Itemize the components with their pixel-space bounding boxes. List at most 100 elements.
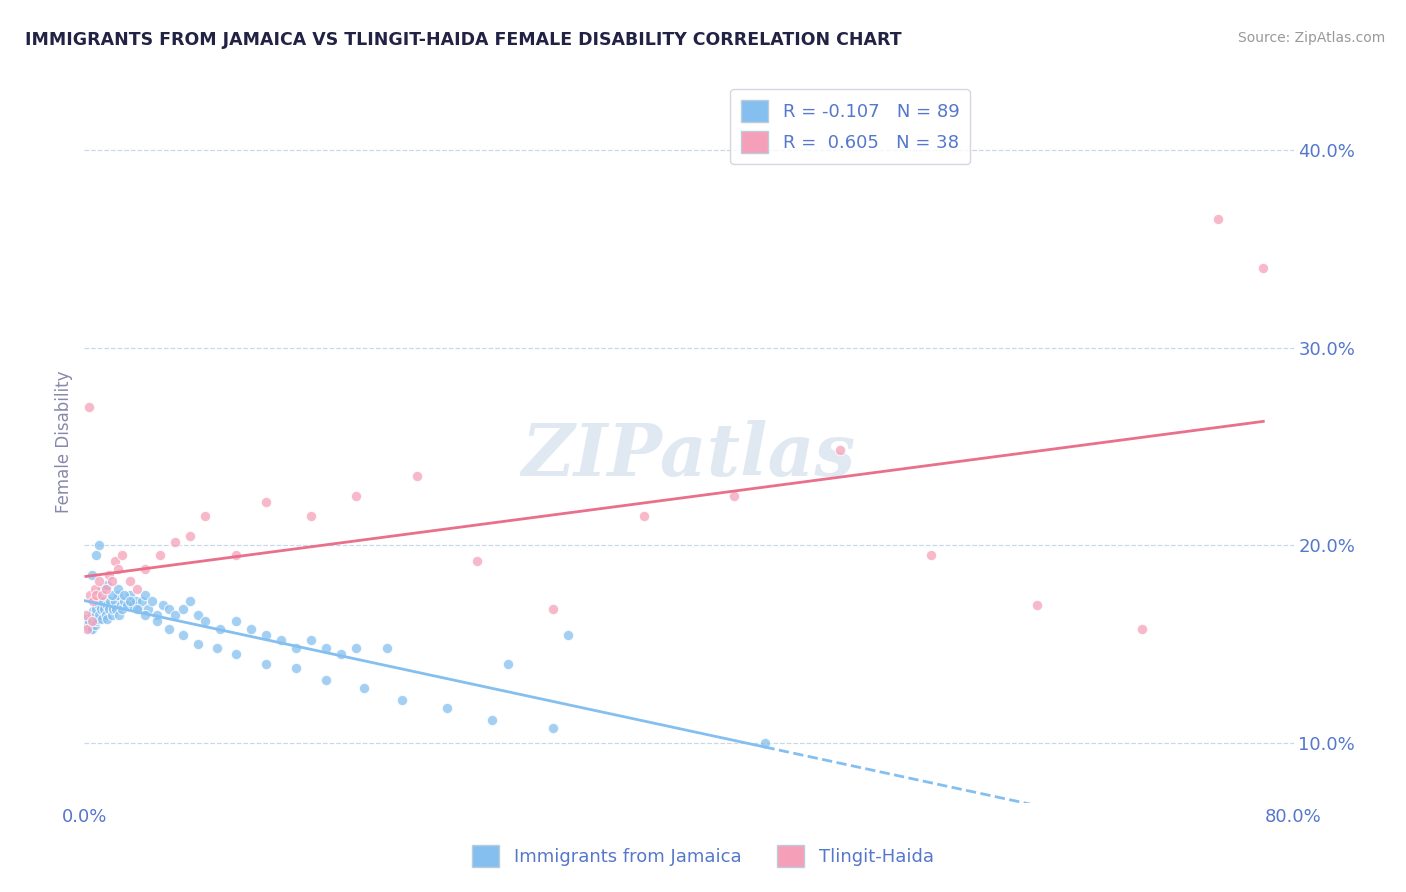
Point bbox=[75, 612, 97, 626]
Point bbox=[86, 614, 108, 628]
Point bbox=[108, 607, 131, 622]
Point bbox=[541, 602, 564, 616]
Point bbox=[82, 614, 104, 628]
Point bbox=[89, 574, 111, 588]
Point bbox=[225, 648, 247, 662]
Point bbox=[146, 607, 169, 622]
Point bbox=[115, 598, 138, 612]
Point bbox=[98, 594, 121, 608]
Point bbox=[299, 508, 322, 523]
Point bbox=[127, 602, 149, 616]
Point bbox=[91, 594, 114, 608]
Point bbox=[89, 607, 111, 622]
Point bbox=[80, 622, 103, 636]
Point bbox=[112, 594, 135, 608]
Point bbox=[723, 489, 745, 503]
Point bbox=[165, 534, 187, 549]
Point bbox=[754, 736, 776, 750]
Point bbox=[77, 400, 100, 414]
Point bbox=[110, 598, 132, 612]
Point bbox=[127, 582, 149, 596]
Point bbox=[187, 607, 209, 622]
Point bbox=[104, 554, 127, 568]
Point bbox=[330, 648, 353, 662]
Point bbox=[75, 607, 97, 622]
Point bbox=[830, 443, 852, 458]
Point bbox=[152, 598, 174, 612]
Point bbox=[194, 614, 217, 628]
Point bbox=[96, 578, 118, 592]
Point bbox=[118, 588, 141, 602]
Point bbox=[76, 622, 98, 636]
Point bbox=[225, 614, 247, 628]
Point bbox=[80, 614, 103, 628]
Point bbox=[96, 612, 118, 626]
Point bbox=[100, 588, 122, 602]
Point bbox=[157, 602, 180, 616]
Point bbox=[285, 641, 308, 656]
Point bbox=[134, 607, 156, 622]
Point bbox=[100, 607, 122, 622]
Point bbox=[131, 594, 153, 608]
Point bbox=[77, 614, 100, 628]
Point bbox=[86, 588, 108, 602]
Point bbox=[91, 582, 114, 596]
Point bbox=[1206, 211, 1229, 226]
Point bbox=[107, 588, 129, 602]
Point bbox=[1130, 622, 1153, 636]
Point bbox=[91, 588, 114, 602]
Point bbox=[82, 604, 104, 618]
Point bbox=[80, 607, 103, 622]
Point bbox=[94, 607, 117, 622]
Point bbox=[97, 602, 120, 616]
Point bbox=[285, 661, 308, 675]
Point bbox=[346, 489, 368, 503]
Point bbox=[172, 602, 194, 616]
Point bbox=[179, 528, 201, 542]
Point bbox=[125, 594, 148, 608]
Point bbox=[90, 602, 112, 616]
Point bbox=[86, 602, 108, 616]
Point bbox=[104, 594, 127, 608]
Point bbox=[128, 602, 150, 616]
Point bbox=[84, 607, 107, 622]
Point bbox=[86, 549, 108, 563]
Point bbox=[82, 594, 104, 608]
Point bbox=[1025, 598, 1047, 612]
Point bbox=[557, 627, 579, 641]
Point bbox=[254, 495, 277, 509]
Point bbox=[136, 602, 159, 616]
Text: IMMIGRANTS FROM JAMAICA VS TLINGIT-HAIDA FEMALE DISABILITY CORRELATION CHART: IMMIGRANTS FROM JAMAICA VS TLINGIT-HAIDA… bbox=[25, 31, 901, 49]
Point bbox=[391, 693, 413, 707]
Point bbox=[79, 622, 101, 636]
Point bbox=[496, 657, 519, 672]
Point bbox=[1253, 261, 1275, 276]
Point bbox=[346, 641, 368, 656]
Point bbox=[207, 641, 229, 656]
Point bbox=[105, 602, 128, 616]
Text: Source: ZipAtlas.com: Source: ZipAtlas.com bbox=[1237, 31, 1385, 45]
Point bbox=[91, 612, 114, 626]
Text: ZIPatlas: ZIPatlas bbox=[522, 420, 856, 491]
Point bbox=[467, 554, 489, 568]
Point bbox=[920, 549, 942, 563]
Point bbox=[172, 627, 194, 641]
Point bbox=[134, 562, 156, 576]
Legend: Immigrants from Jamaica, Tlingit-Haida: Immigrants from Jamaica, Tlingit-Haida bbox=[465, 838, 941, 874]
Point bbox=[406, 469, 429, 483]
Point bbox=[121, 598, 143, 612]
Point bbox=[111, 602, 134, 616]
Point bbox=[375, 641, 398, 656]
Point bbox=[112, 588, 135, 602]
Point bbox=[87, 612, 110, 626]
Point bbox=[107, 562, 129, 576]
Point bbox=[141, 594, 163, 608]
Point bbox=[111, 549, 134, 563]
Point bbox=[84, 582, 107, 596]
Point bbox=[134, 588, 156, 602]
Point bbox=[107, 582, 129, 596]
Point bbox=[179, 594, 201, 608]
Point bbox=[299, 633, 322, 648]
Point bbox=[149, 549, 172, 563]
Point bbox=[118, 574, 141, 588]
